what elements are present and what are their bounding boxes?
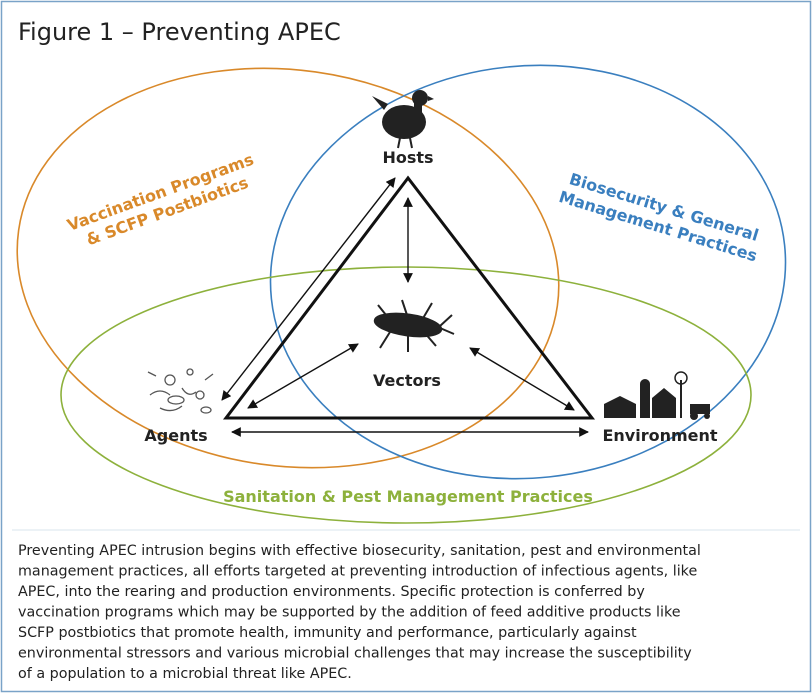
caption-line: vaccination programs which may be suppor… xyxy=(18,605,681,621)
caption-line: environmental stressors and various micr… xyxy=(18,646,692,662)
page: Figure 1 – Preventing APEC Vaccination P… xyxy=(0,0,812,693)
caption-line: SCFP postbiotics that promote health, im… xyxy=(18,625,637,641)
node-label: Environment xyxy=(602,426,717,445)
caption-line: management practices, all efforts target… xyxy=(18,564,697,580)
node-label: Vectors xyxy=(373,371,441,390)
title: Figure 1 – Preventing APEC xyxy=(18,18,341,46)
caption-line: of a population to a microbial threat li… xyxy=(18,666,352,682)
caption: Preventing APEC intrusion begins with ef… xyxy=(18,543,701,682)
circle-label: Sanitation & Pest Management Practices xyxy=(223,487,593,506)
node-label: Agents xyxy=(144,426,207,445)
figure: Figure 1 – Preventing APEC Vaccination P… xyxy=(0,0,812,693)
node-label: Hosts xyxy=(382,148,433,167)
caption-line: APEC, into the rearing and production en… xyxy=(18,584,645,600)
caption-line: Preventing APEC intrusion begins with ef… xyxy=(18,543,701,559)
